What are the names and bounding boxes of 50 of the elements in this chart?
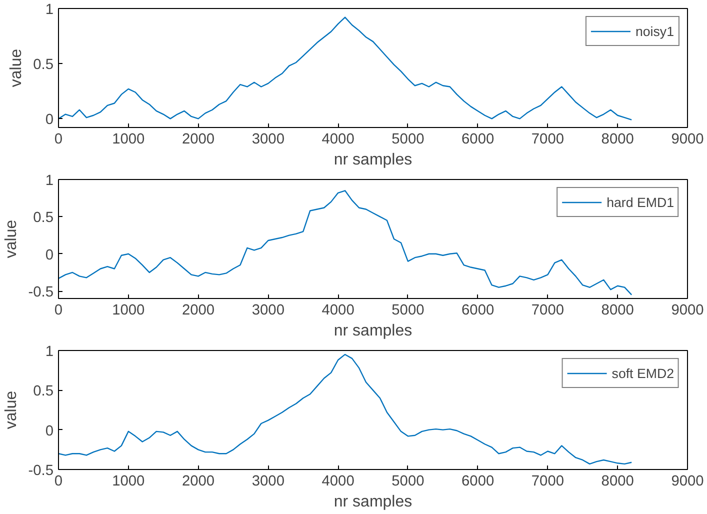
- x-tick-label: 7000: [531, 132, 564, 148]
- legend-label: soft EMD2: [612, 366, 674, 380]
- x-tick-label: 9000: [671, 474, 704, 490]
- y-tick-label: 0: [45, 423, 54, 440]
- x-tick-label: 6000: [462, 474, 494, 490]
- x-tick-label: 1000: [112, 474, 145, 490]
- x-tick-label: 8000: [601, 132, 634, 148]
- x-tick-label: 9000: [671, 132, 704, 148]
- x-tick-label: 9000: [671, 302, 704, 318]
- x-axis-title: nr samples: [334, 322, 412, 340]
- y-tick-label: 0.5: [33, 210, 54, 226]
- x-tick-label: 1000: [112, 302, 145, 318]
- x-tick-label: 5000: [392, 132, 424, 148]
- x-tick-label: 3000: [252, 132, 284, 148]
- y-axis-title: value: [3, 220, 20, 258]
- y-tick-label: 1: [45, 173, 54, 189]
- x-tick-label: 8000: [601, 474, 634, 490]
- x-tick-label: 4000: [322, 132, 354, 148]
- y-tick-label: 0: [45, 112, 54, 128]
- y-tick-label: 0.5: [33, 384, 54, 400]
- x-axis-title: nr samples: [334, 494, 412, 510]
- y-tick-label: -0.5: [28, 284, 54, 301]
- x-tick-label: 3000: [252, 474, 284, 490]
- x-tick-label: 6000: [462, 132, 494, 148]
- x-tick-label: 4000: [322, 474, 354, 490]
- y-tick-label: 1: [45, 344, 54, 360]
- x-tick-label: 5000: [392, 302, 424, 318]
- x-tick-label: 8000: [601, 302, 634, 318]
- y-tick-label: 0: [45, 247, 54, 264]
- y-tick-label: 0.5: [33, 57, 54, 74]
- x-tick-label: 2000: [182, 474, 215, 490]
- x-tick-label: 3000: [252, 302, 284, 318]
- x-tick-label: 7000: [531, 302, 564, 318]
- line-series: [58, 354, 632, 465]
- x-tick-label: 6000: [462, 302, 494, 318]
- x-tick-label: 7000: [531, 474, 564, 490]
- legend-label: noisy1: [635, 24, 674, 38]
- x-tick-label: 2000: [182, 132, 215, 148]
- x-axis-title: nr samples: [334, 152, 412, 168]
- y-axis-title: value: [3, 390, 20, 430]
- line-series: [58, 190, 632, 296]
- line-series: [58, 16, 632, 120]
- y-axis-title: value: [8, 48, 26, 88]
- legend-label: hard EMD1: [606, 194, 674, 210]
- x-tick-label: 1000: [112, 132, 145, 148]
- x-tick-label: 4000: [322, 302, 354, 318]
- x-tick-label: 2000: [182, 302, 215, 318]
- x-tick-label: 5000: [392, 474, 424, 490]
- y-tick-label: 1: [45, 2, 54, 18]
- y-tick-label: -0.5: [28, 463, 54, 479]
